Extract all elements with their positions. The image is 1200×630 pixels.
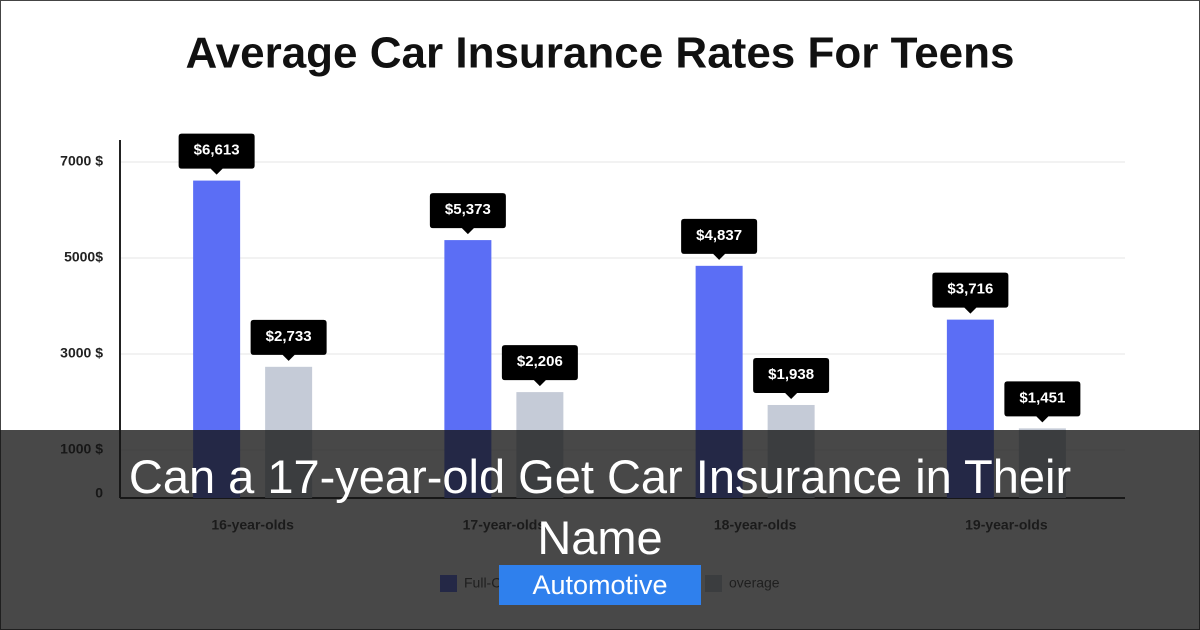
data-label-box	[501, 345, 578, 387]
data-label-box	[681, 218, 758, 260]
headline[interactable]: Can a 17-year-old Get Car Insurance in T…	[128, 450, 1072, 564]
data-label: $1,938	[768, 366, 814, 383]
data-label-box	[178, 133, 255, 175]
category-badge[interactable]: Automotive	[499, 565, 701, 605]
y-tick-label: 3000 $	[60, 345, 103, 361]
data-label: $4,837	[696, 227, 742, 244]
data-label-box	[1004, 381, 1081, 423]
chart-title: Average Car Insurance Rates For Teens	[186, 29, 1015, 78]
y-tick-label: 7000 $	[60, 153, 103, 169]
data-label: $5,373	[445, 201, 491, 218]
data-label-box	[429, 193, 506, 235]
data-label: $2,206	[517, 353, 563, 370]
data-label: $2,733	[266, 328, 312, 345]
data-label: $1,451	[1019, 389, 1065, 406]
data-label-box	[753, 357, 830, 399]
data-label: $6,613	[194, 142, 240, 159]
data-label-box	[250, 319, 327, 361]
y-tick-label: 5000$	[64, 249, 103, 265]
data-label-box	[932, 272, 1009, 314]
data-label: $3,716	[947, 281, 993, 298]
